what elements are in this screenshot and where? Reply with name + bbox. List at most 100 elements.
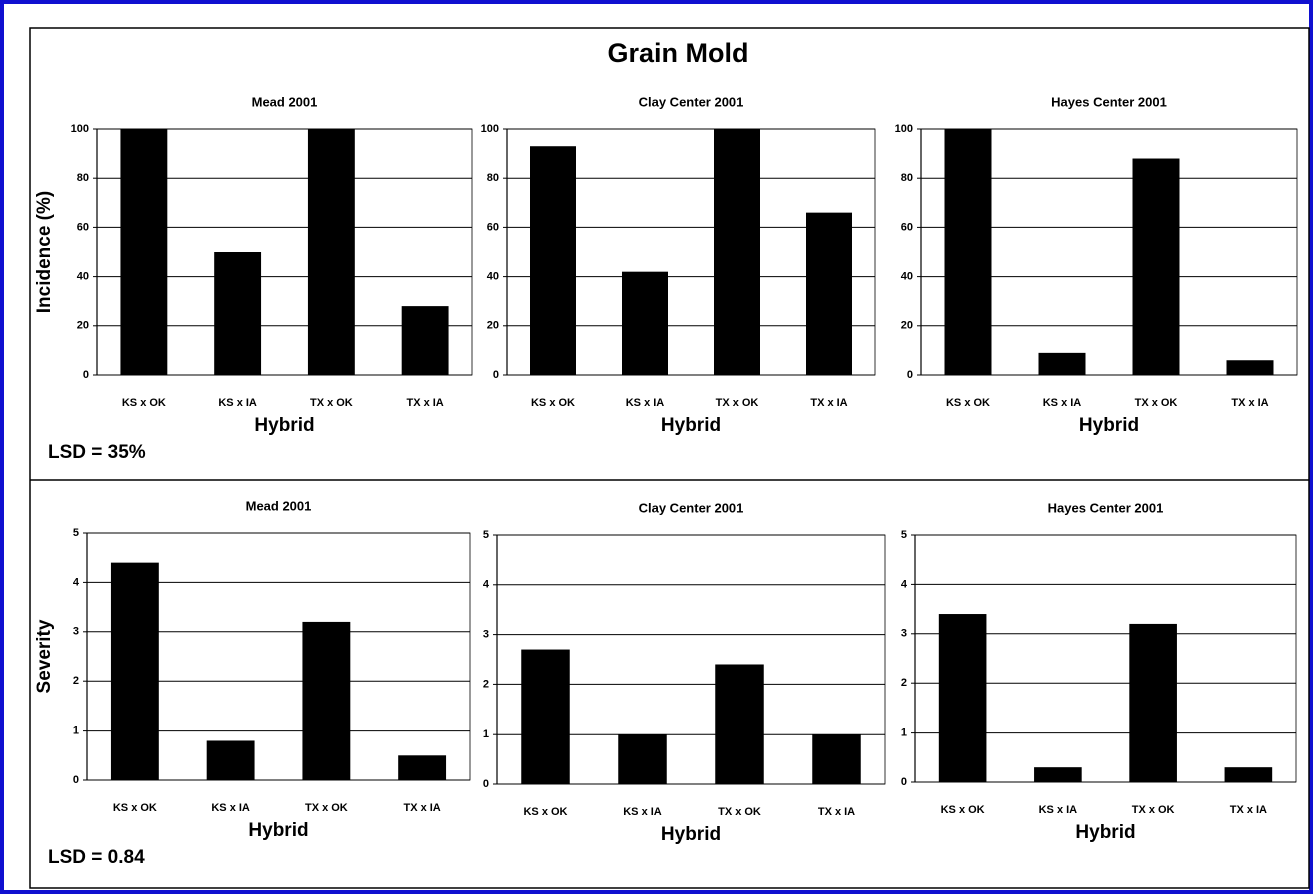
y-tick-label: 80 (487, 172, 499, 184)
x-tick-label: TX x OK (1135, 397, 1178, 409)
figure-title: Grain Mold (608, 38, 749, 68)
x-tick-label: KS x OK (523, 806, 567, 818)
y-tick-label: 20 (77, 320, 89, 332)
x-tick-label: KS x OK (941, 804, 985, 816)
bar (812, 734, 861, 784)
y-tick-label: 40 (901, 271, 913, 283)
plot-title: Hayes Center 2001 (1048, 500, 1164, 515)
y-tick-label: 100 (895, 123, 913, 135)
y-tick-label: 5 (901, 529, 907, 541)
y-tick-label: 2 (73, 675, 79, 687)
bar (622, 271, 668, 375)
x-tick-label: KS x OK (531, 397, 575, 409)
bar (714, 129, 760, 375)
bar (618, 734, 667, 784)
y-tick-label: 60 (487, 221, 499, 233)
x-tick-label: KS x IA (626, 397, 665, 409)
y-tick-label: 20 (487, 320, 499, 332)
bar (1226, 360, 1274, 375)
y-tick-label: 1 (901, 727, 907, 739)
x-axis-label: Hybrid (254, 415, 314, 436)
x-tick-label: KS x IA (1043, 397, 1082, 409)
bar (214, 252, 262, 375)
bar (120, 129, 168, 375)
bar (521, 649, 570, 784)
y-tick-label: 3 (73, 626, 79, 638)
x-axis-label: Hybrid (1075, 822, 1135, 843)
bar (110, 562, 159, 780)
lsd-annotation: LSD = 35% (48, 442, 146, 463)
y-tick-label: 1 (73, 725, 79, 737)
y-tick-label: 5 (483, 529, 489, 541)
x-tick-label: TX x OK (716, 397, 759, 409)
y-tick-label: 2 (483, 678, 489, 690)
y-tick-label: 3 (483, 629, 489, 641)
panel-border (29, 27, 1310, 889)
y-tick-label: 80 (901, 172, 913, 184)
x-tick-label: KS x IA (1039, 804, 1078, 816)
x-tick-label: TX x OK (718, 806, 761, 818)
x-tick-label: KS x OK (946, 397, 990, 409)
y-tick-label: 0 (83, 369, 89, 381)
y-tick-label: 0 (907, 369, 913, 381)
bar (944, 129, 992, 375)
bar (806, 212, 852, 375)
bar (206, 740, 255, 780)
x-tick-label: KS x OK (113, 802, 157, 814)
y-tick-label: 4 (483, 579, 490, 591)
y-tick-label: 100 (481, 123, 499, 135)
x-tick-label: TX x IA (810, 397, 847, 409)
bar (530, 146, 576, 375)
x-axis-label: Hybrid (248, 820, 308, 841)
x-axis-label: Hybrid (661, 824, 721, 845)
y-tick-label: 4 (73, 576, 80, 588)
y-tick-label: 0 (483, 778, 489, 790)
y-tick-label: 40 (487, 271, 499, 283)
x-tick-label: KS x IA (211, 802, 250, 814)
x-axis-label: Hybrid (1079, 415, 1139, 436)
y-tick-label: 5 (73, 527, 79, 539)
bar (398, 755, 447, 780)
x-tick-label: TX x OK (1132, 804, 1175, 816)
x-tick-label: TX x IA (1231, 397, 1268, 409)
y-tick-label: 0 (493, 369, 499, 381)
lsd-annotation: LSD = 0.84 (48, 847, 145, 868)
bar (1034, 767, 1082, 782)
x-tick-label: TX x IA (818, 806, 855, 818)
bar (401, 306, 449, 375)
plot-title: Mead 2001 (246, 498, 312, 513)
x-tick-label: KS x IA (623, 806, 662, 818)
y-tick-label: 60 (77, 221, 89, 233)
plot-title: Clay Center 2001 (639, 500, 744, 515)
y-tick-label: 2 (901, 677, 907, 689)
x-tick-label: TX x OK (310, 397, 353, 409)
y-tick-label: 60 (901, 221, 913, 233)
y-tick-label: 80 (77, 172, 89, 184)
x-tick-label: TX x IA (406, 397, 443, 409)
bar (1129, 623, 1177, 782)
y-tick-label: 100 (71, 123, 89, 135)
bar (302, 621, 351, 780)
x-tick-label: KS x OK (122, 397, 166, 409)
y-tick-label: 0 (901, 776, 907, 788)
y-tick-label: 1 (483, 728, 489, 740)
plot-title: Mead 2001 (252, 94, 318, 109)
y-tick-label: 20 (901, 320, 913, 332)
y-axis-label: Severity (34, 619, 55, 693)
bar (938, 614, 987, 782)
bar (715, 664, 764, 784)
bar (1038, 352, 1086, 375)
y-tick-label: 4 (901, 578, 908, 590)
x-tick-label: TX x IA (403, 802, 440, 814)
y-tick-label: 40 (77, 271, 89, 283)
bar (1132, 158, 1180, 375)
plot-title: Hayes Center 2001 (1051, 94, 1167, 109)
bar (1224, 767, 1273, 782)
y-tick-label: 3 (901, 628, 907, 640)
x-axis-label: Hybrid (661, 415, 721, 436)
plot-title: Clay Center 2001 (639, 94, 744, 109)
y-tick-label: 0 (73, 774, 79, 786)
x-tick-label: KS x IA (218, 397, 257, 409)
x-tick-label: TX x IA (1230, 804, 1267, 816)
